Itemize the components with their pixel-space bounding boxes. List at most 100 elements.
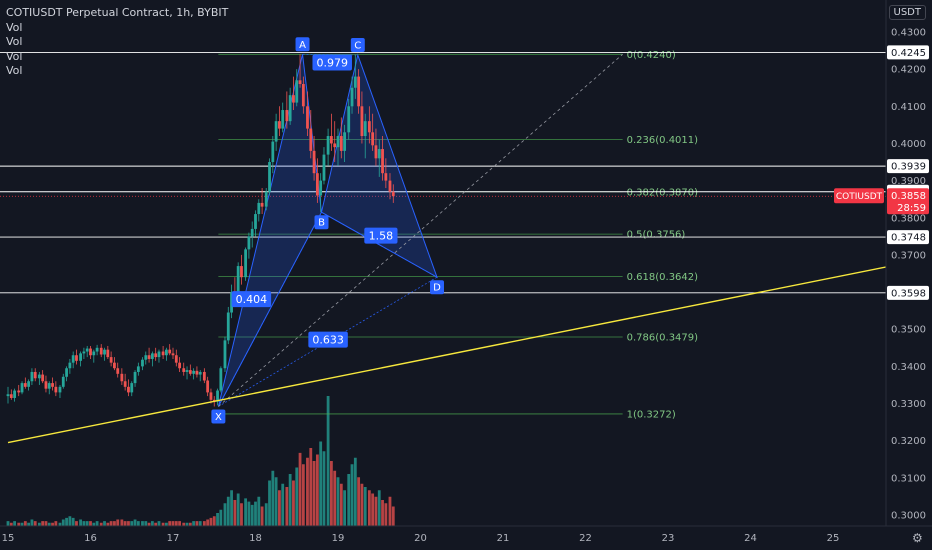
candle-body xyxy=(381,149,384,174)
candle-body xyxy=(333,143,337,148)
candle-body xyxy=(123,381,127,387)
price-axis-tick: 0.3200 xyxy=(891,436,926,447)
symbol-title[interactable]: COTIUSDT Perpetual Contract, 1h, BYBIT xyxy=(6,6,229,19)
volume-bar xyxy=(147,522,151,526)
candle-body xyxy=(319,180,323,196)
candle-body xyxy=(195,370,199,375)
volume-bar xyxy=(281,483,285,526)
candle-body xyxy=(65,368,68,377)
time-axis-background xyxy=(0,526,932,550)
candle-body xyxy=(363,121,367,137)
time-axis-tick: 21 xyxy=(497,533,510,544)
price-axis-tick: 0.4000 xyxy=(891,139,926,150)
candle-body xyxy=(271,141,275,163)
candle-body xyxy=(298,80,302,85)
candle-body xyxy=(171,353,175,356)
volume-bar xyxy=(165,522,168,526)
pattern-ratio-line xyxy=(302,53,358,56)
candle-body xyxy=(168,349,172,354)
volume-bar xyxy=(109,521,113,526)
candle-body xyxy=(312,150,316,174)
candle-body xyxy=(288,95,292,122)
volume-legend-1[interactable]: Vol xyxy=(6,20,23,34)
volume-bar xyxy=(226,496,230,526)
volume-legend-2[interactable]: Vol xyxy=(6,35,23,48)
volume-bar xyxy=(377,490,381,526)
candle-body xyxy=(281,110,285,129)
volume-bar xyxy=(301,464,305,526)
price-axis-background xyxy=(886,0,932,550)
volume-bar xyxy=(309,448,313,526)
candle-body xyxy=(150,353,154,359)
price-axis-tick: 0.3800 xyxy=(891,213,926,224)
volume-bar xyxy=(192,521,196,526)
pattern-point-c-label: C xyxy=(354,41,361,52)
candle-body xyxy=(306,106,309,129)
candle-body xyxy=(384,173,388,181)
time-axis-tick: 18 xyxy=(249,533,262,544)
volume-bar xyxy=(44,521,48,526)
settings-gear-icon[interactable]: ⚙ xyxy=(912,531,923,545)
volume-bar xyxy=(182,522,186,526)
volume-bar xyxy=(157,521,161,526)
volume-bar xyxy=(123,521,127,526)
candle-body xyxy=(51,383,54,387)
volume-bar xyxy=(384,503,388,526)
candle-body xyxy=(268,162,271,192)
volume-bar xyxy=(154,522,158,526)
candle-body xyxy=(85,348,89,352)
hline-price-tag-label: 0.3598 xyxy=(891,288,926,299)
volume-bar xyxy=(106,522,110,526)
candle-body xyxy=(27,381,31,387)
fib-level-label: 0.236(0.4011) xyxy=(627,135,699,146)
pattern-ratio-label: 0.633 xyxy=(312,334,344,347)
candle-body xyxy=(295,80,299,103)
volume-bar xyxy=(223,503,227,526)
volume-bar xyxy=(254,501,257,526)
volume-bar xyxy=(244,498,247,526)
candle-body xyxy=(58,386,62,393)
candle-body xyxy=(144,355,148,360)
candle-body xyxy=(309,128,313,151)
volume-bar xyxy=(264,503,268,526)
volume-bar xyxy=(230,490,233,526)
candle-body xyxy=(37,374,41,379)
volume-bar xyxy=(336,477,340,526)
candle-body xyxy=(127,386,130,393)
candle-body xyxy=(71,355,75,363)
yellow-trendline xyxy=(7,265,891,444)
volume-bar xyxy=(347,474,351,526)
candle-body xyxy=(292,95,295,103)
candle-body xyxy=(250,228,254,237)
candle-body xyxy=(9,394,13,398)
candle-body xyxy=(23,383,27,387)
volume-bar xyxy=(54,521,58,526)
candle-body xyxy=(106,349,110,358)
pattern-ratio-label: 1.58 xyxy=(369,230,394,243)
currency-badge[interactable]: USDT xyxy=(888,5,926,20)
volume-bar xyxy=(274,477,278,526)
candle-body xyxy=(247,236,251,250)
candle-body xyxy=(326,136,330,155)
volume-bar xyxy=(360,483,364,526)
volume-bar xyxy=(195,521,199,526)
candle-countdown: 28:59 xyxy=(897,203,926,214)
volume-bar xyxy=(322,451,326,526)
volume-bar xyxy=(133,519,137,526)
volume-bar xyxy=(61,519,65,526)
pattern-point-c-badge xyxy=(350,38,365,53)
candle-body xyxy=(240,266,243,278)
volume-bar xyxy=(130,521,134,526)
volume-legend-4[interactable]: Vol xyxy=(6,64,23,77)
candle-body xyxy=(330,136,333,144)
pattern-point-a-label: A xyxy=(299,40,306,51)
pattern-point-b-badge xyxy=(314,215,329,230)
candle-body xyxy=(202,371,206,381)
volume-bar xyxy=(23,521,27,526)
volume-bar xyxy=(75,521,78,526)
volume-legend-3[interactable]: Vol xyxy=(6,49,23,63)
volume-bar xyxy=(391,506,395,526)
fib-level-label: 0(0.4240) xyxy=(627,50,676,61)
current-price-tag xyxy=(887,188,929,215)
